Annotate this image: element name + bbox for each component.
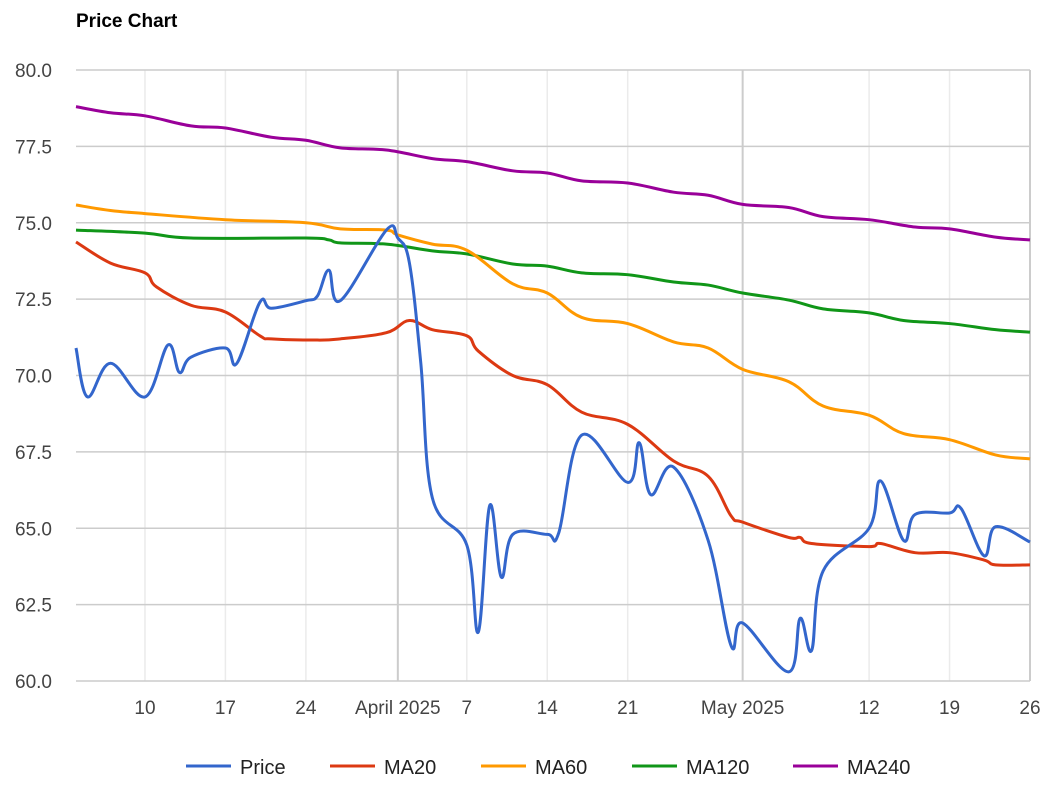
series-lines	[74, 105, 1031, 674]
y-tick-label: 67.5	[15, 443, 52, 464]
legend-item-ma60: MA60	[481, 757, 587, 779]
legend-label: MA60	[535, 757, 587, 779]
legend-label: MA240	[847, 757, 910, 779]
horizontal-gridlines	[76, 69, 1030, 682]
legend-label: MA20	[384, 757, 436, 779]
y-tick-label: 70.0	[15, 367, 52, 388]
series-line-ma120	[75, 228, 1031, 334]
legend-label: Price	[240, 757, 286, 779]
series-line-price	[74, 224, 1031, 674]
x-tick-label: 7	[462, 698, 473, 719]
series-line-ma240	[75, 105, 1031, 242]
legend: Price MA20 MA60 MA120 MA240	[186, 757, 910, 779]
y-tick-label: 60.0	[15, 672, 52, 693]
x-tick-label: April 2025	[355, 698, 441, 719]
legend-item-ma20: MA20	[330, 757, 436, 779]
legend-item-ma240: MA240	[793, 757, 910, 779]
x-tick-label: 14	[537, 698, 559, 719]
x-tick-label: May 2025	[701, 698, 784, 719]
y-tick-label: 75.0	[15, 214, 52, 235]
y-tick-label: 65.0	[15, 519, 52, 540]
y-tick-label: 77.5	[15, 137, 52, 158]
x-tick-label: 21	[617, 698, 638, 719]
legend-item-ma120: MA120	[632, 757, 749, 779]
chart-title: Price Chart	[76, 11, 178, 32]
y-tick-label: 80.0	[15, 61, 52, 82]
x-tick-label: 17	[215, 698, 236, 719]
x-tick-label: 19	[939, 698, 960, 719]
y-tick-label: 72.5	[15, 290, 52, 311]
y-tick-label: 62.5	[15, 596, 52, 617]
series-line-ma20	[75, 240, 1031, 567]
y-axis-labels: 60.0 62.5 65.0 67.5 70.0 72.5 75.0 77.5 80.0	[15, 61, 52, 693]
x-axis-labels: 10 17 24 April 2025 7 14 21 May 2025 12 19 26	[134, 698, 1040, 719]
series-line-ma60	[75, 203, 1031, 461]
legend-item-price: Price	[186, 757, 286, 779]
legend-label: MA120	[686, 757, 749, 779]
x-tick-label: 10	[134, 698, 155, 719]
x-tick-label: 24	[295, 698, 317, 719]
x-tick-label: 26	[1019, 698, 1040, 719]
x-tick-label: 12	[859, 698, 880, 719]
